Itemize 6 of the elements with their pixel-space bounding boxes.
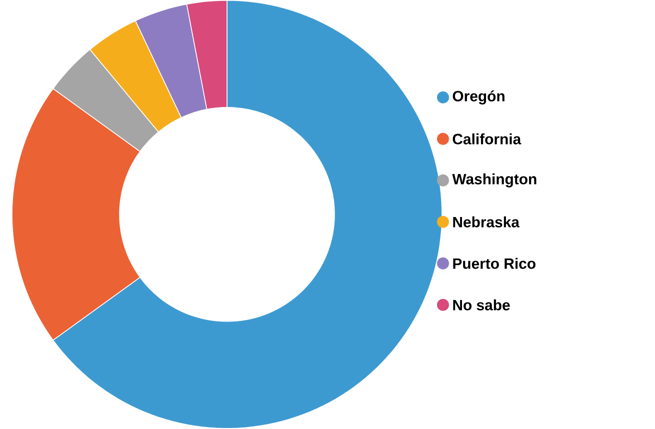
legend-label: Puerto Rico	[453, 258, 536, 269]
legend-label: Washington	[452, 174, 536, 188]
legend-label: Oregón	[452, 90, 504, 105]
legend-label: California	[452, 134, 522, 144]
legend-label: Nebraska	[453, 216, 520, 228]
legend-label: No sabe	[453, 300, 510, 310]
